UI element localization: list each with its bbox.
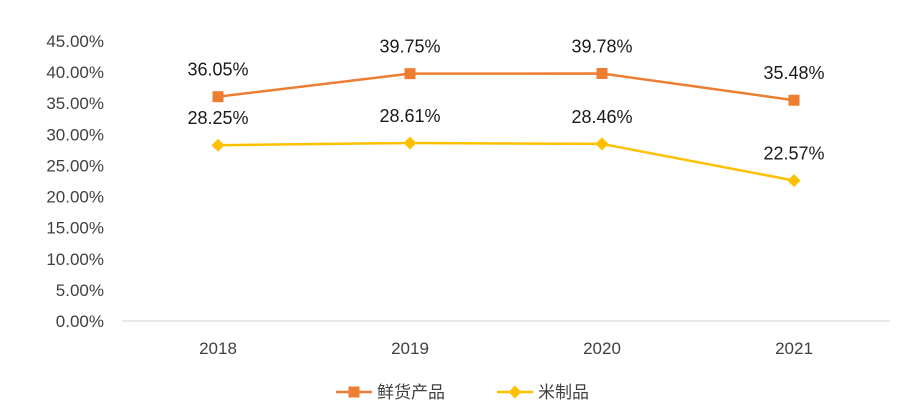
series-line xyxy=(217,141,795,182)
x-tick-label: 2018 xyxy=(199,339,237,358)
data-point-square xyxy=(212,91,224,103)
y-tick-label: 30.00% xyxy=(46,125,104,144)
data-point-diamond xyxy=(211,138,225,152)
y-axis: 0.00% 5.00% 10.00% 15.00% 20.00% 25.00% 30.00%… xyxy=(46,32,104,331)
y-tick-label: 0.00% xyxy=(56,312,104,331)
data-point-square xyxy=(788,94,800,106)
y-tick-label: 40.00% xyxy=(46,63,104,82)
data-point-diamond xyxy=(595,137,609,151)
data-point-diamond xyxy=(787,174,801,188)
data-point-square xyxy=(596,67,608,79)
legend-label: 鲜货产品 xyxy=(377,383,445,403)
y-tick-label: 20.00% xyxy=(46,188,104,207)
legend-diamond-marker xyxy=(508,385,522,399)
data-labels: 36.05% 39.75% 39.78% 35.48% 28.25% 28.61% 28.4… xyxy=(187,36,824,163)
data-point-diamond xyxy=(403,136,417,150)
x-tick-label: 2020 xyxy=(583,339,621,358)
y-tick-label: 10.00% xyxy=(46,250,104,269)
data-label: 39.78% xyxy=(571,36,632,56)
y-tick-label: 25.00% xyxy=(46,156,104,175)
x-axis: 2018 2019 2020 2021 xyxy=(122,320,890,358)
data-point-square xyxy=(404,68,416,80)
x-tick-label: 2019 xyxy=(391,339,429,358)
data-label: 22.57% xyxy=(763,144,824,164)
data-label: 28.25% xyxy=(187,108,248,128)
data-label: 36.05% xyxy=(187,60,248,80)
series-layer xyxy=(211,67,801,188)
data-label: 28.46% xyxy=(571,107,632,127)
y-tick-label: 15.00% xyxy=(46,219,104,238)
data-label: 35.48% xyxy=(763,63,824,83)
y-tick-label: 45.00% xyxy=(46,32,104,51)
data-label: 39.75% xyxy=(379,37,440,57)
data-label: 28.61% xyxy=(379,106,440,126)
x-tick-label: 2021 xyxy=(775,339,813,358)
series-line xyxy=(217,72,795,102)
legend-square-marker xyxy=(348,386,360,398)
legend-label: 米制品 xyxy=(538,383,589,403)
legend: 鲜货产品 米制品 xyxy=(336,383,589,403)
y-tick-label: 5.00% xyxy=(56,281,104,300)
y-tick-label: 35.00% xyxy=(46,94,104,113)
